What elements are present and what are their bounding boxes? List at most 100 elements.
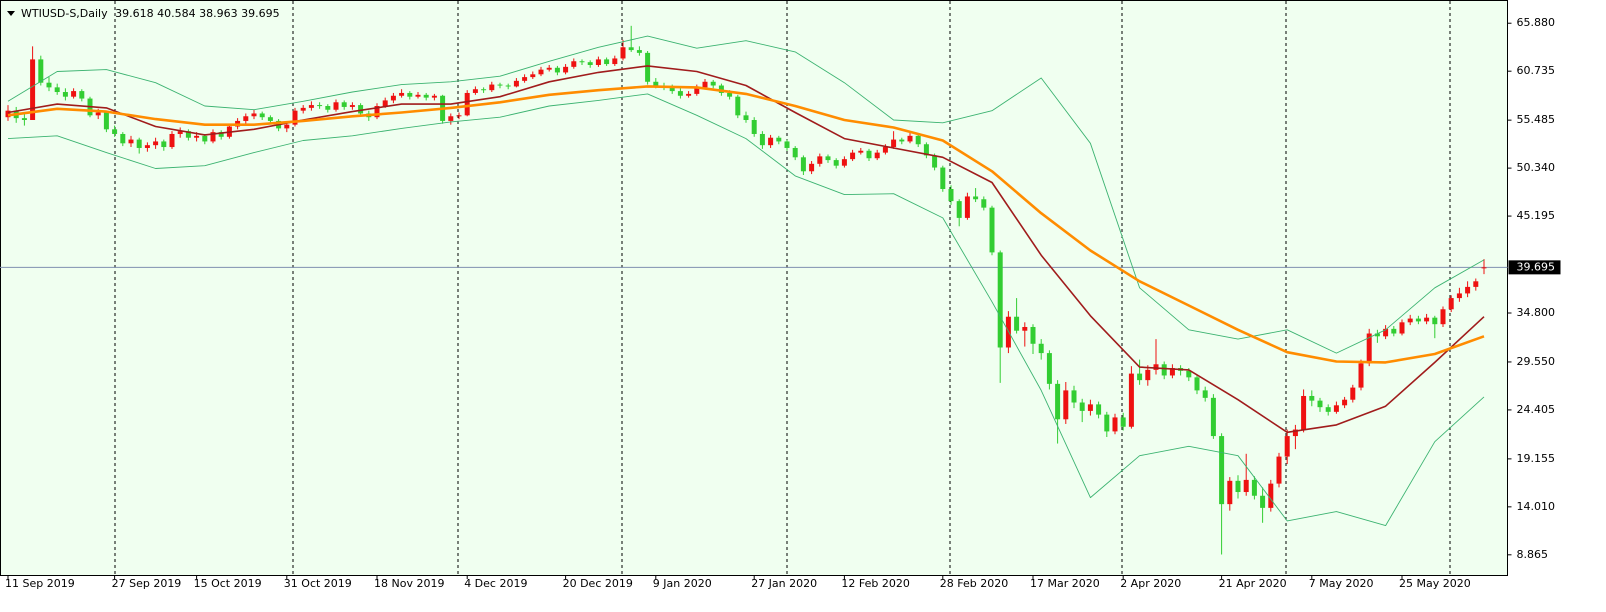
candle-body xyxy=(341,102,347,107)
y-tick-label: 34.800 xyxy=(1517,306,1556,319)
candle-body xyxy=(800,157,806,172)
candle-body xyxy=(1161,364,1167,376)
candle-body xyxy=(1374,333,1380,337)
candle-body xyxy=(1350,387,1356,400)
candle-body xyxy=(1268,483,1274,508)
candle-body xyxy=(1301,395,1307,430)
candle-body xyxy=(128,139,134,144)
x-tick-label: 31 Oct 2019 xyxy=(284,577,352,590)
candle-body xyxy=(833,160,839,166)
candle-body xyxy=(694,87,700,94)
candle-body xyxy=(358,105,364,114)
candle-body xyxy=(1432,317,1438,325)
x-tick-label: 20 Dec 2019 xyxy=(563,577,633,590)
candle-body xyxy=(153,141,159,146)
candle-body xyxy=(169,133,175,148)
candle-body xyxy=(1260,495,1266,508)
x-tick-label: 28 Feb 2020 xyxy=(940,577,1008,590)
candle-body xyxy=(710,81,716,86)
close-value: 39.695 xyxy=(241,7,280,20)
candle-body xyxy=(202,135,208,142)
candle-body xyxy=(456,115,462,117)
candle-body xyxy=(759,133,765,146)
candle-body xyxy=(300,107,306,111)
candle-body xyxy=(259,113,265,118)
candle-body xyxy=(267,117,273,121)
last-price-label: 39.695 xyxy=(1517,260,1556,273)
candle-body xyxy=(940,167,946,189)
x-tick-label: 27 Jan 2020 xyxy=(751,577,817,590)
candle-body xyxy=(997,252,1003,348)
y-tick-label: 60.735 xyxy=(1517,64,1556,77)
candle-body xyxy=(587,62,593,65)
y-tick-label: 55.485 xyxy=(1517,113,1556,126)
candle-body xyxy=(882,147,888,153)
candle-body xyxy=(1202,390,1208,398)
candle-body xyxy=(751,119,757,134)
candle-body xyxy=(1120,417,1126,427)
candle-body xyxy=(292,110,298,125)
candle-body xyxy=(1391,328,1397,334)
candle-body xyxy=(915,135,921,145)
candle-body xyxy=(1014,316,1020,331)
candle-body xyxy=(415,94,421,97)
candle-body xyxy=(620,47,626,59)
candle-body xyxy=(636,50,642,53)
candle-body xyxy=(522,77,528,81)
x-tick-label: 7 May 2020 xyxy=(1309,577,1374,590)
x-tick-label: 15 Oct 2019 xyxy=(194,577,262,590)
candles-layer xyxy=(5,25,1487,555)
candle-body xyxy=(563,66,569,73)
candle-body xyxy=(317,105,323,107)
x-tick-label: 18 Nov 2019 xyxy=(374,577,444,590)
candle-body xyxy=(284,124,290,129)
x-tick-label: 11 Sep 2019 xyxy=(5,577,75,590)
candle-body xyxy=(727,92,733,97)
candle-body xyxy=(866,150,872,159)
candle-body xyxy=(448,116,454,121)
axis-layer: 8.865 14.010 19.155 24.405 29.550 34.800 45.19… xyxy=(5,16,1561,590)
x-tick-label: 4 Dec 2019 xyxy=(464,577,527,590)
candle-body xyxy=(382,100,388,107)
symbol-title: WTIUSD-S,Daily xyxy=(21,7,108,20)
candle-body xyxy=(973,196,979,200)
candle-body xyxy=(423,94,429,98)
candle-body xyxy=(956,201,962,218)
candle-body xyxy=(136,139,142,148)
candle-body xyxy=(768,137,774,146)
candle-body xyxy=(71,91,77,97)
candle-body xyxy=(210,132,216,142)
candle-body xyxy=(38,59,44,83)
candle-body xyxy=(185,131,191,138)
last-price-box xyxy=(1508,260,1561,275)
indicator-line xyxy=(7,85,1485,364)
candle-body xyxy=(30,59,36,120)
candle-body xyxy=(1333,405,1339,412)
candle-body xyxy=(604,59,610,65)
candle-body xyxy=(120,133,126,144)
candle-body xyxy=(505,85,511,87)
candle-body xyxy=(1030,326,1036,344)
candle-body xyxy=(481,89,487,91)
candle-body xyxy=(735,96,741,116)
candle-body xyxy=(776,137,782,142)
candle-body xyxy=(1071,390,1077,403)
candle-body xyxy=(981,199,987,208)
candle-body xyxy=(571,61,577,67)
candle-body xyxy=(784,141,790,148)
candle-body xyxy=(1415,318,1421,322)
candle-body xyxy=(530,74,536,78)
candle-body xyxy=(1153,364,1159,370)
candle-body xyxy=(932,155,938,168)
candle-body xyxy=(1251,479,1257,496)
candle-body xyxy=(628,47,634,51)
candle-body xyxy=(1366,333,1372,364)
candle-body xyxy=(62,92,68,97)
menu-triangle[interactable] xyxy=(7,11,15,16)
candle-body xyxy=(374,106,380,118)
open-value: 39.618 xyxy=(115,7,154,20)
candle-body xyxy=(891,139,897,148)
candle-body xyxy=(1022,326,1028,331)
x-tick-label: 9 Jan 2020 xyxy=(653,577,712,590)
